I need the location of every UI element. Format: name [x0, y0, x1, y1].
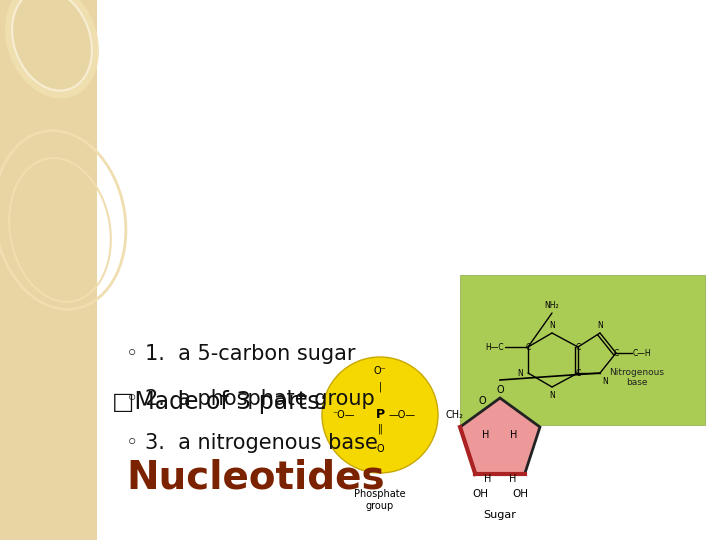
- Text: C: C: [526, 342, 531, 352]
- Text: ⁻O—: ⁻O—: [333, 410, 355, 420]
- Text: CH₂: CH₂: [446, 410, 464, 420]
- Text: O⁻: O⁻: [374, 366, 387, 376]
- Bar: [460, 275, 705, 425]
- Text: OH: OH: [472, 489, 488, 499]
- Ellipse shape: [5, 0, 99, 98]
- Text: O: O: [376, 444, 384, 454]
- Text: Nitrogenous
base: Nitrogenous base: [609, 368, 664, 387]
- Circle shape: [322, 357, 438, 473]
- Text: N: N: [517, 368, 523, 377]
- Text: O: O: [496, 385, 504, 395]
- Text: N: N: [549, 321, 555, 330]
- Text: —O—: —O—: [388, 410, 415, 420]
- Text: H: H: [484, 474, 491, 484]
- Text: H: H: [482, 430, 490, 440]
- Text: P: P: [375, 408, 384, 422]
- Text: O: O: [478, 396, 486, 406]
- Text: ‖: ‖: [377, 424, 382, 434]
- Text: OH: OH: [512, 489, 528, 499]
- Text: ◦ 2.  a phosphate group: ◦ 2. a phosphate group: [126, 388, 374, 409]
- Bar: [0, 0, 97, 540]
- Text: H: H: [509, 474, 516, 484]
- Polygon shape: [460, 398, 540, 474]
- Text: ◦ 1.  a 5-carbon sugar: ◦ 1. a 5-carbon sugar: [126, 343, 356, 364]
- Text: NH₂: NH₂: [545, 300, 559, 309]
- Text: N: N: [597, 321, 603, 330]
- Text: N: N: [602, 376, 608, 386]
- Text: ◦ 3.  a nitrogenous base: ◦ 3. a nitrogenous base: [126, 433, 378, 454]
- Text: □Made of 3 parts:: □Made of 3 parts:: [112, 390, 327, 414]
- Text: H—C: H—C: [486, 342, 504, 352]
- Text: Sugar: Sugar: [484, 510, 516, 520]
- Text: Phosphate
group: Phosphate group: [354, 489, 406, 511]
- Text: H: H: [510, 430, 518, 440]
- Text: C: C: [575, 368, 580, 377]
- Text: |: |: [379, 382, 382, 392]
- Ellipse shape: [12, 0, 92, 91]
- Text: C—H: C—H: [633, 348, 652, 357]
- Text: C: C: [613, 348, 618, 357]
- Text: N: N: [549, 390, 555, 400]
- Text: Nucleotides: Nucleotides: [126, 459, 384, 497]
- Text: C: C: [575, 342, 580, 352]
